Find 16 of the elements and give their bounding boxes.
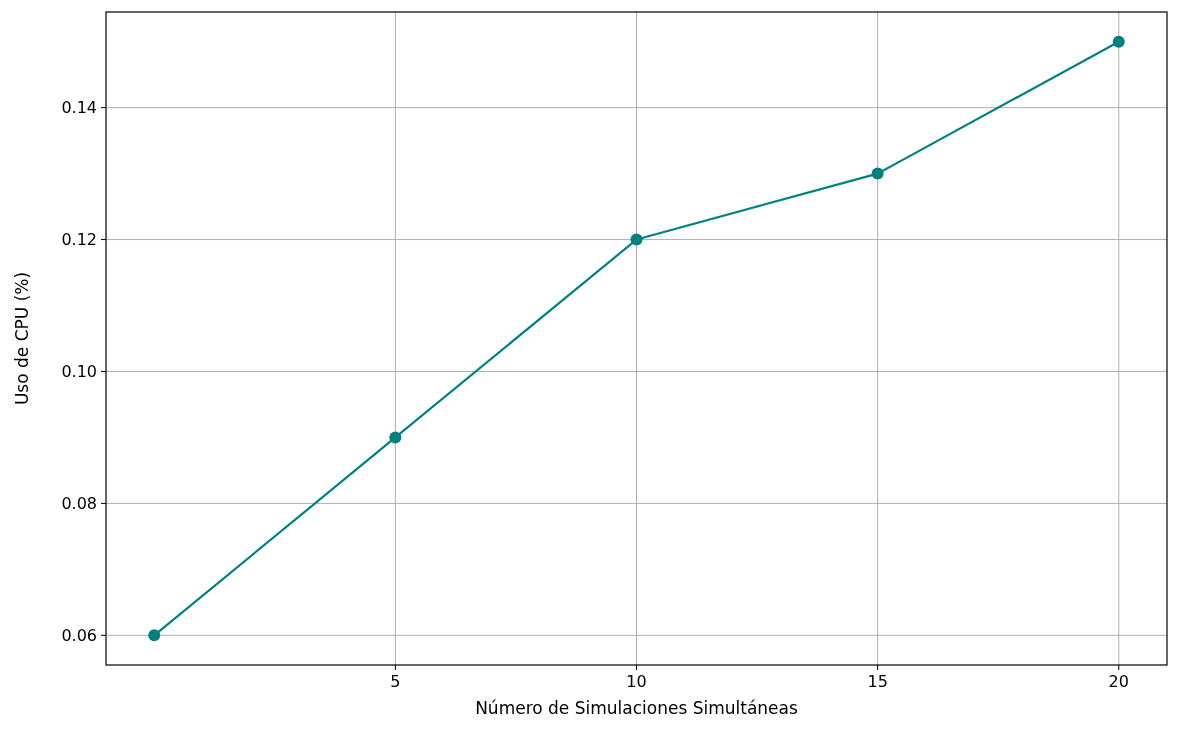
x-tick-label: 15 [867,672,888,691]
point [871,167,884,180]
y-axis-title: Uso de CPU (%) [12,271,32,406]
x-tick-label: 5 [390,672,401,691]
y-tick-label: 0.06 [61,625,97,645]
point [148,629,161,642]
x-tick-label: 20 [1108,672,1129,691]
point [630,233,643,246]
y-tick-label: 0.12 [61,230,97,250]
point [389,431,402,444]
x-axis-title: Número de Simulaciones Simultáneas [475,698,798,718]
y-tick-label: 0.08 [61,494,97,513]
x-tick-label: 10 [626,672,647,691]
y-tick-label: 0.10 [61,362,97,382]
point [1112,35,1125,48]
y-tick-label: 0.14 [61,98,97,118]
